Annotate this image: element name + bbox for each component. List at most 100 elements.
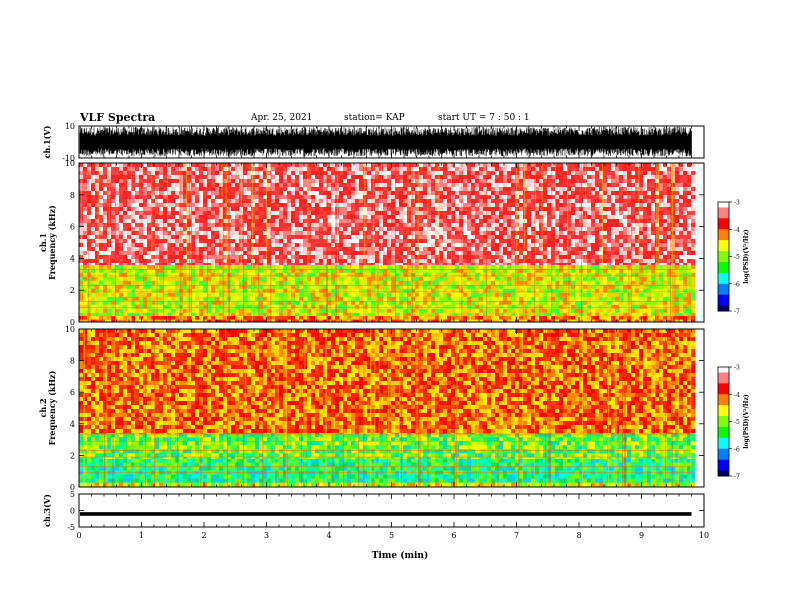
y-tick-label: 4 [70,254,75,263]
y-tick-label: 10 [65,325,75,334]
colorbar-cell [718,439,729,442]
colorbar-tick-label: -7 [734,309,740,316]
colorbar-cell [718,258,729,261]
colorbar-cell [718,405,729,408]
colorbar-cell [718,272,729,276]
colorbar-cell [718,260,729,263]
ch2-colorbar: -3 -4 -5 -6 -7 log(PSD)(V²/Hz) [717,365,750,481]
colorbar-cell [718,372,729,375]
x-tick-label: 2 [201,531,206,540]
colorbar-cell [718,390,729,393]
colorbar-cell [718,406,729,410]
colorbar-cell [718,370,729,373]
colorbar-cell [718,276,729,279]
y-tick-label: 8 [70,357,75,366]
colorbar-cell [718,251,729,254]
colorbar-tick-label: -4 [734,227,740,234]
colorbar-cell [718,454,729,457]
colorbar-cell [718,446,729,450]
colorbar-cell [718,205,729,208]
colorbar-cell [718,381,729,384]
colorbar-cell [718,243,729,247]
x-tick-label: 9 [639,531,644,540]
colorbar-cell [718,212,729,216]
colorbar-cell [718,211,729,214]
colorbar-cell [718,423,729,426]
colorbar-cell [718,218,729,221]
colorbar-cell [718,234,729,238]
colorbar-cell [718,408,729,412]
colorbar-label: log(PSD)(V²/Hz) [743,229,750,284]
colorbar-tick-label: -3 [734,200,740,207]
colorbar-cell [718,377,729,381]
spectrogram-band [79,433,696,459]
colorbar-cell [718,468,729,472]
spectrogram-band [79,458,696,483]
y-tick-label: 6 [70,223,75,232]
colorbar-cell [718,256,729,259]
colorbar-cell [718,394,729,397]
colorbar-cell [718,216,729,219]
station-label: station= KAP [344,113,405,123]
colorbar-tick-label: -5 [734,254,740,261]
colorbar-cell [718,221,729,225]
y-axis-label: Frequency (kHz) [47,205,57,280]
colorbar-cell [718,298,729,301]
colorbar-cell [718,309,729,312]
colorbar-cell [718,265,729,268]
colorbar-cell [718,281,729,285]
colorbar-cell [718,232,729,236]
colorbar-tick-label: -4 [734,392,740,399]
ch1-waveform-panel: 10 -10 ch.1(V) [42,122,705,163]
colorbar-cell [718,397,729,401]
colorbar-cell [718,367,729,370]
colorbar-cell [718,474,729,477]
y-tick-label: 8 [70,191,75,200]
colorbar-cell [718,386,729,390]
y-tick-label: 10 [65,159,75,168]
colorbar-cell [718,207,729,210]
spectrogram-band [79,329,696,434]
x-tick-label: 5 [389,531,394,540]
colorbar-cell [718,443,729,446]
colorbar-cell [718,203,729,207]
colorbar-cell [718,428,729,432]
colorbar-cell [718,254,729,257]
colorbar-cell [718,300,729,303]
colorbar-cell [718,289,729,292]
colorbar-cell [718,292,729,296]
y-tick-label: -5 [67,523,75,532]
colorbar-cell [718,220,729,223]
colorbar-cell [718,229,729,232]
date-label: Apr. 25, 2021 [251,113,313,123]
colorbar-cell [718,236,729,239]
colorbar-cell [718,263,729,267]
x-tick-label: 10 [699,531,709,540]
ch3-trace [80,512,692,516]
colorbar-tick-label: -6 [734,446,740,453]
colorbar-cell [718,434,729,437]
y-tick-label: -10 [62,154,75,163]
colorbar-cell [718,374,729,377]
colorbar-cell [718,245,729,248]
colorbar-cell [718,441,729,444]
colorbar-cell [718,425,729,428]
colorbar-cell [718,240,729,243]
chart-title: VLF Spectra [80,111,156,124]
colorbar-cell [718,287,729,290]
colorbar-cell [718,238,729,241]
colorbar-cell [718,472,729,475]
colorbar-cell [718,376,729,379]
colorbar-cell [718,388,729,392]
colorbar-cell [718,417,729,421]
colorbar-cell [718,274,729,277]
colorbar-cell [718,399,729,403]
colorbar-cell [718,269,729,272]
colorbar-cell [718,432,729,435]
colorbar-cell [718,459,729,462]
y-tick-label: 5 [70,490,75,499]
colorbar-cell [718,414,729,417]
colorbar-cell [718,448,729,452]
colorbar-cell [718,214,729,218]
colorbar-cell [718,227,729,230]
